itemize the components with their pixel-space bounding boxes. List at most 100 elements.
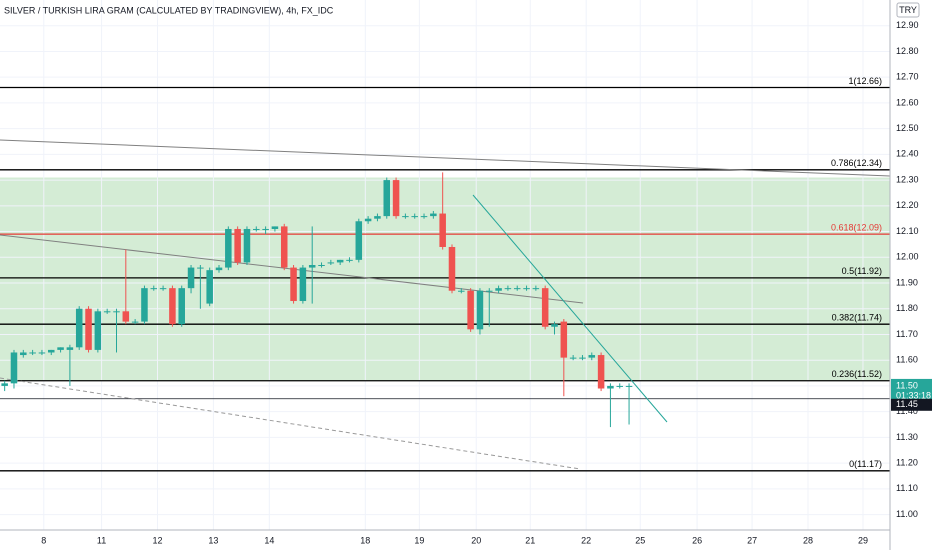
y-tick-label: 12.20 bbox=[896, 200, 919, 210]
candle-body bbox=[299, 267, 307, 302]
y-tick-label: 11.90 bbox=[896, 277, 918, 287]
candle-body bbox=[467, 290, 474, 330]
fib-label: 0.236(11.52) bbox=[832, 369, 882, 379]
candle-body bbox=[364, 218, 372, 222]
candle-body bbox=[616, 385, 623, 387]
x-tick-label: 28 bbox=[803, 535, 813, 545]
candle-body bbox=[411, 216, 418, 218]
candle-body bbox=[141, 288, 148, 322]
candle-body bbox=[103, 311, 111, 313]
candle-body bbox=[169, 288, 176, 325]
marker-price-label: 11.45 bbox=[896, 399, 918, 409]
y-tick-label: 11.30 bbox=[896, 432, 918, 442]
x-tick-label: 18 bbox=[360, 535, 370, 545]
candle-body bbox=[476, 290, 484, 330]
x-tick-label: 21 bbox=[525, 535, 535, 545]
candle-body bbox=[588, 355, 596, 358]
candle-body bbox=[439, 213, 446, 247]
candle-body bbox=[569, 357, 577, 359]
price-axis-bg bbox=[890, 0, 932, 550]
fib-label: 0.786(12.34) bbox=[831, 158, 882, 168]
fib-label: 1(12.66) bbox=[848, 76, 882, 86]
y-tick-label: 12.40 bbox=[896, 149, 919, 159]
candle-body bbox=[336, 259, 344, 263]
candle-body bbox=[29, 352, 36, 354]
candle-body bbox=[253, 228, 260, 230]
currency-box bbox=[896, 2, 920, 18]
y-tick-label: 11.20 bbox=[896, 457, 918, 467]
candle-body bbox=[243, 228, 251, 263]
candle-body bbox=[402, 216, 409, 218]
candle-body bbox=[355, 221, 363, 260]
y-tick-label: 11.40 bbox=[896, 406, 918, 416]
marker-price-box bbox=[891, 398, 932, 411]
candle-body bbox=[262, 228, 269, 230]
candle-body bbox=[541, 288, 549, 327]
y-tick-label: 11.60 bbox=[896, 355, 918, 365]
candle-body bbox=[327, 262, 335, 264]
candle-body bbox=[430, 213, 437, 217]
candles bbox=[1, 172, 633, 428]
x-tick-label: 13 bbox=[208, 535, 218, 545]
candle-body bbox=[234, 228, 241, 263]
candle-body bbox=[47, 349, 55, 353]
candle-body bbox=[290, 267, 297, 302]
candle-body bbox=[597, 355, 605, 389]
candle-body bbox=[178, 288, 185, 325]
candle-body bbox=[94, 311, 102, 350]
candle-body bbox=[1, 383, 8, 386]
fib-label: 0.5(11.92) bbox=[842, 266, 882, 276]
candle-body bbox=[159, 288, 167, 290]
candle-body bbox=[57, 347, 64, 350]
fib-label: 0.618(12.09) bbox=[831, 223, 882, 233]
candle-body bbox=[113, 311, 120, 313]
candle-body bbox=[495, 288, 502, 291]
candle-body bbox=[392, 180, 400, 217]
candle-body bbox=[38, 352, 46, 354]
candle-body bbox=[579, 357, 586, 359]
candle-body bbox=[280, 226, 288, 268]
y-tick-label: 11.80 bbox=[896, 303, 918, 313]
candle-body bbox=[458, 290, 465, 292]
candle-body bbox=[346, 259, 353, 261]
trend-line-dashed bbox=[0, 377, 581, 470]
x-tick-label: 19 bbox=[414, 535, 424, 545]
candle-body bbox=[523, 288, 530, 290]
x-tick-label: 22 bbox=[581, 535, 591, 545]
y-tick-label: 11.70 bbox=[896, 329, 918, 339]
candle-body bbox=[448, 246, 456, 291]
x-tick-label: 14 bbox=[264, 535, 274, 545]
x-tick-label: 26 bbox=[692, 535, 702, 545]
candle-body bbox=[560, 321, 568, 358]
candle-body bbox=[625, 385, 633, 387]
y-tick-label: 12.90 bbox=[896, 20, 919, 30]
y-tick-label: 12.60 bbox=[896, 97, 919, 107]
candle-body bbox=[504, 288, 512, 290]
candle-body bbox=[374, 216, 381, 219]
y-tick-label: 12.50 bbox=[896, 123, 919, 133]
candle-body bbox=[206, 270, 213, 304]
background-layer: 1(12.66) 0.786(12.34) 0.618(12.09) 0.5(11.9… bbox=[0, 0, 890, 530]
fib-label: 0(11.17) bbox=[849, 459, 882, 469]
candle-body bbox=[225, 228, 232, 268]
y-tick-label: 12.00 bbox=[896, 252, 919, 262]
trend-line-teal bbox=[472, 194, 668, 423]
countdown-label: 01:33:18 bbox=[896, 390, 931, 400]
y-tick-label: 12.80 bbox=[896, 46, 919, 56]
x-tick-label: 20 bbox=[471, 535, 481, 545]
candle-body bbox=[318, 265, 325, 266]
candle-body bbox=[215, 267, 223, 271]
x-tick-label: 25 bbox=[635, 535, 645, 545]
candle-body bbox=[551, 324, 558, 327]
y-tick-label: 11.00 bbox=[896, 509, 918, 519]
candle-body bbox=[10, 352, 18, 384]
x-tick-label: 11 bbox=[97, 535, 106, 545]
x-tick-label: 8 bbox=[41, 535, 46, 545]
candle-body bbox=[122, 311, 130, 322]
y-tick-label: 12.30 bbox=[896, 174, 919, 184]
x-tick-label: 12 bbox=[152, 535, 162, 545]
candle-body bbox=[150, 288, 158, 290]
fib-zone bbox=[0, 177, 890, 381]
